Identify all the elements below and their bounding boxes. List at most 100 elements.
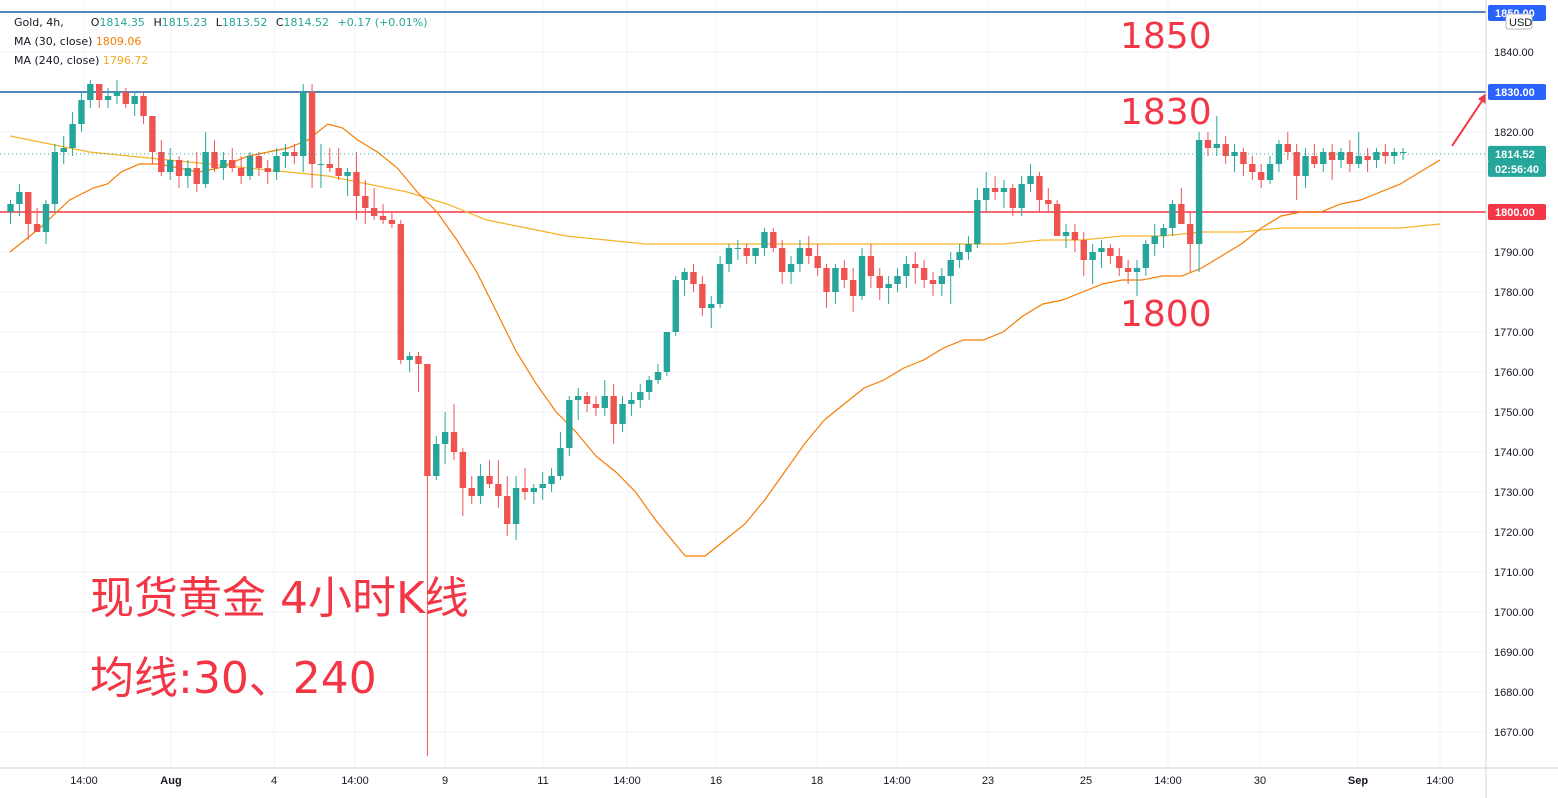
legend-change: +0.17 (+0.01%) — [337, 16, 428, 29]
candle — [566, 396, 573, 456]
candle-body — [716, 264, 724, 304]
price-tick-label: 1770.00 — [1494, 327, 1534, 339]
candle-body — [796, 248, 804, 264]
candle-body — [841, 268, 848, 280]
candle-body — [104, 96, 112, 100]
candle — [716, 256, 724, 308]
candle — [424, 364, 431, 756]
candle — [353, 152, 360, 220]
candle-body — [25, 192, 32, 224]
candle — [1187, 212, 1194, 272]
candle — [681, 268, 688, 296]
candle — [574, 388, 582, 420]
candle-body — [530, 488, 538, 492]
price-tick-label: 1740.00 — [1494, 447, 1534, 459]
legend-ma240-row[interactable]: MA (240, close) 1796.72 — [14, 51, 428, 70]
price-tick-label: 1730.00 — [1494, 487, 1534, 499]
time-tick-label: 14:00 — [70, 775, 98, 787]
chart-legend: Gold, 4h, O1814.35 H1815.23 L1813.52 C18… — [14, 13, 428, 70]
candle — [592, 396, 600, 416]
price-tick-label: 1710.00 — [1494, 567, 1534, 579]
candle-body — [353, 172, 360, 196]
candle-body — [628, 400, 635, 404]
candle-body — [1027, 176, 1034, 184]
candle — [876, 268, 883, 300]
candle-body — [1364, 156, 1371, 160]
time-tick-label: 30 — [1254, 775, 1266, 787]
candle — [929, 272, 937, 296]
candle — [690, 264, 697, 292]
candle — [16, 184, 23, 216]
candle — [601, 380, 608, 416]
legend-symbol: Gold, 4h, — [14, 16, 64, 29]
candle — [87, 80, 94, 108]
price-tick-label: 1760.00 — [1494, 367, 1534, 379]
price-badge[interactable] — [1488, 84, 1546, 100]
candle — [149, 116, 156, 164]
chart-grid — [0, 0, 1486, 768]
candle — [725, 244, 733, 272]
candle-body — [1328, 152, 1336, 160]
currency-box[interactable] — [1505, 13, 1533, 30]
candle — [78, 92, 85, 132]
annotation-subtitle: 均线:30、240 — [90, 653, 377, 704]
candle — [548, 468, 555, 492]
candle — [388, 212, 396, 228]
candle-body — [131, 96, 138, 104]
candle-body — [468, 488, 475, 496]
candle-body — [1337, 152, 1345, 160]
candle-body — [1062, 232, 1070, 236]
time-tick-label: Sep — [1348, 775, 1368, 787]
time-tick-label: 18 — [811, 775, 823, 787]
horizontal-lines[interactable] — [0, 11, 1486, 213]
candle — [530, 484, 538, 504]
candle-body — [610, 396, 617, 424]
candle-body — [566, 400, 573, 448]
candle — [104, 88, 112, 108]
legend-ma30-row[interactable]: MA (30, close) 1809.06 — [14, 32, 428, 51]
candle-body — [1320, 152, 1327, 164]
candle — [42, 200, 50, 244]
price-tick-label: 1720.00 — [1494, 527, 1534, 539]
candle — [557, 432, 564, 480]
candle — [211, 140, 218, 172]
candle — [1311, 144, 1318, 168]
candle — [397, 220, 404, 364]
candle — [486, 460, 493, 488]
candle-body — [1098, 248, 1105, 252]
candle-body — [938, 276, 946, 284]
candle — [1337, 148, 1345, 168]
candle-body — [1018, 184, 1025, 208]
candle — [113, 80, 121, 104]
candle-body — [255, 156, 263, 168]
time-tick-label: 11 — [537, 775, 548, 787]
candle — [991, 176, 999, 200]
candle — [778, 240, 786, 284]
price-tick-label: 1700.00 — [1494, 607, 1534, 619]
candle — [1275, 140, 1283, 172]
price-badge[interactable] — [1488, 204, 1546, 220]
candle-body — [1116, 256, 1123, 268]
candle — [1009, 184, 1017, 216]
time-tick-label: 14:00 — [1154, 775, 1182, 787]
candle — [521, 468, 529, 500]
candle-body — [734, 248, 742, 249]
candle — [433, 436, 440, 480]
candle — [158, 140, 165, 176]
candle — [1240, 148, 1247, 176]
candle-body — [175, 160, 183, 176]
candle-body — [637, 392, 644, 400]
price-badge[interactable] — [1488, 145, 1546, 162]
candle — [362, 180, 369, 224]
candle-body — [1293, 152, 1300, 176]
price-badge[interactable] — [1488, 160, 1546, 177]
time-tick-label: 23 — [982, 775, 994, 787]
candle-body — [441, 432, 449, 444]
candle — [246, 152, 254, 180]
candle-body — [787, 264, 795, 272]
candle — [291, 144, 298, 164]
price-tick-label: 1840.00 — [1494, 47, 1534, 59]
legend-high: 1815.23 — [161, 16, 208, 29]
